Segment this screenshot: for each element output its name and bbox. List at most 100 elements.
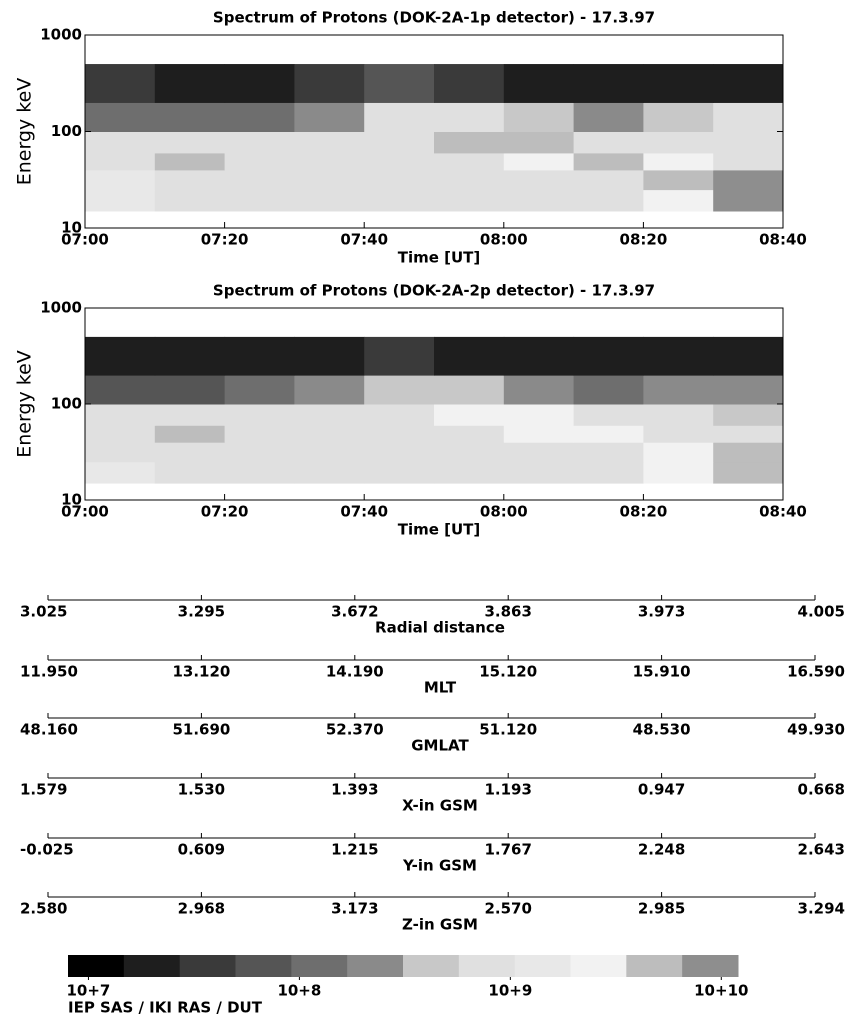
heatmap-cell bbox=[713, 152, 784, 171]
x-axis-label: Time [UT] bbox=[398, 249, 481, 267]
heatmap-cell bbox=[713, 169, 784, 191]
heatmap-cell bbox=[224, 336, 295, 376]
ephemeris-value: 49.930 bbox=[787, 721, 845, 739]
heatmap-cell bbox=[503, 336, 575, 376]
heatmap-cell bbox=[364, 404, 435, 426]
heatmap-cell bbox=[503, 425, 575, 443]
colorbar-swatch bbox=[179, 955, 236, 977]
heatmap-cell bbox=[573, 131, 644, 154]
heatmap-cell bbox=[224, 169, 295, 191]
heatmap-cell bbox=[294, 461, 365, 484]
heatmap-cell bbox=[434, 336, 505, 376]
colorbar-swatch bbox=[123, 955, 181, 977]
heatmap-cell bbox=[85, 102, 156, 132]
y-tick-label: 100 bbox=[51, 122, 82, 140]
ephemeris-value: 15.120 bbox=[479, 663, 537, 681]
heatmap-cell bbox=[434, 189, 505, 212]
heatmap-cell bbox=[713, 336, 784, 376]
heatmap-cell bbox=[643, 152, 714, 171]
colorbar-swatch bbox=[570, 955, 627, 977]
heatmap-cell bbox=[713, 102, 784, 132]
heatmap-cell bbox=[364, 425, 435, 443]
ephemeris-value: 2.580 bbox=[20, 900, 67, 918]
ephemeris-value: 14.190 bbox=[326, 663, 384, 681]
heatmap-cell bbox=[434, 461, 505, 484]
ephemeris-label: X-in GSM bbox=[402, 797, 478, 815]
ephemeris-value: 3.173 bbox=[331, 900, 378, 918]
heatmap-cell bbox=[154, 404, 226, 426]
colorbar-label: 10+9 bbox=[488, 982, 532, 1000]
y-tick-label: 100 bbox=[51, 395, 82, 413]
heatmap-cell bbox=[294, 131, 365, 154]
heatmap-cell bbox=[713, 189, 784, 212]
y-axis-label: Energy keV bbox=[14, 78, 36, 186]
heatmap-cell bbox=[643, 131, 714, 154]
ephemeris-value: 0.947 bbox=[638, 781, 685, 799]
heatmap-cell bbox=[154, 461, 226, 484]
heatmap-cell bbox=[154, 336, 226, 376]
heatmap-cell bbox=[364, 336, 435, 376]
ephemeris-value: 1.767 bbox=[484, 841, 531, 859]
heatmap-cell bbox=[364, 442, 435, 463]
heatmap-cell bbox=[224, 404, 295, 426]
ephemeris-value: 0.609 bbox=[178, 841, 225, 859]
ephemeris-value: 1.579 bbox=[20, 781, 67, 799]
x-axis-label: Time [UT] bbox=[398, 521, 481, 539]
ephemeris-value: 13.120 bbox=[172, 663, 230, 681]
heatmap-cell bbox=[434, 102, 505, 132]
heatmap-cell bbox=[85, 169, 156, 191]
heatmap-cell bbox=[364, 131, 435, 154]
ephemeris-value: 3.672 bbox=[331, 603, 378, 621]
x-tick-label: 07:40 bbox=[340, 231, 388, 249]
ephemeris-label: Z-in GSM bbox=[402, 916, 478, 934]
ephemeris-value: 4.005 bbox=[798, 603, 845, 621]
ephemeris-value: 2.968 bbox=[178, 900, 225, 918]
heatmap-cell bbox=[503, 131, 575, 154]
y-tick-label: 1000 bbox=[40, 26, 82, 44]
x-tick-label: 07:20 bbox=[201, 231, 249, 249]
heatmap-cell bbox=[713, 461, 784, 484]
heatmap-cell bbox=[294, 102, 365, 132]
ephemeris-value: 51.120 bbox=[479, 721, 537, 739]
heatmap-cell bbox=[434, 375, 505, 405]
heatmap-cell bbox=[154, 442, 226, 463]
heatmap-cell bbox=[85, 64, 156, 103]
ephemeris-label: GMLAT bbox=[411, 737, 469, 755]
heatmap-cell bbox=[503, 102, 575, 132]
heatmap-cell bbox=[434, 169, 505, 191]
ephemeris-value: 3.863 bbox=[484, 603, 531, 621]
heatmap-cell bbox=[154, 375, 226, 405]
heatmap-cell bbox=[85, 336, 156, 376]
x-tick-label: 08:20 bbox=[620, 503, 668, 521]
heatmap-cell bbox=[224, 152, 295, 171]
x-tick-label: 08:00 bbox=[480, 231, 528, 249]
heatmap-cell bbox=[643, 404, 714, 426]
heatmap-cell bbox=[294, 404, 365, 426]
y-tick-label: 10 bbox=[61, 219, 82, 237]
heatmap-cell bbox=[364, 152, 435, 171]
heatmap-cell bbox=[573, 425, 644, 443]
heatmap-cell bbox=[224, 461, 295, 484]
x-tick-label: 08:00 bbox=[480, 503, 528, 521]
ephemeris-value: 2.643 bbox=[798, 841, 845, 859]
heatmap-cell bbox=[643, 169, 714, 191]
heatmap-cell bbox=[503, 404, 575, 426]
heatmap-cell bbox=[573, 442, 644, 463]
ephemeris-value: 3.025 bbox=[20, 603, 67, 621]
heatmap-cell bbox=[364, 64, 435, 103]
colorbar-swatch bbox=[403, 955, 460, 977]
y-axis-label: Energy keV bbox=[14, 350, 36, 458]
colorbar-swatch bbox=[68, 955, 125, 977]
heatmap-cell bbox=[154, 189, 226, 212]
colorbar-label: 10+7 bbox=[66, 982, 110, 1000]
heatmap-cell bbox=[154, 152, 226, 171]
x-tick-label: 07:20 bbox=[201, 503, 249, 521]
ephemeris-value: 1.193 bbox=[484, 781, 531, 799]
heatmap-cell bbox=[364, 189, 435, 212]
heatmap-cell bbox=[224, 375, 295, 405]
ephemeris-value: 1.215 bbox=[331, 841, 378, 859]
chart-title: Spectrum of Protons (DOK-2A-1p detector)… bbox=[213, 9, 655, 27]
heatmap-cell bbox=[713, 375, 784, 405]
ephemeris-value: 1.393 bbox=[331, 781, 378, 799]
heatmap-cell bbox=[573, 64, 644, 103]
